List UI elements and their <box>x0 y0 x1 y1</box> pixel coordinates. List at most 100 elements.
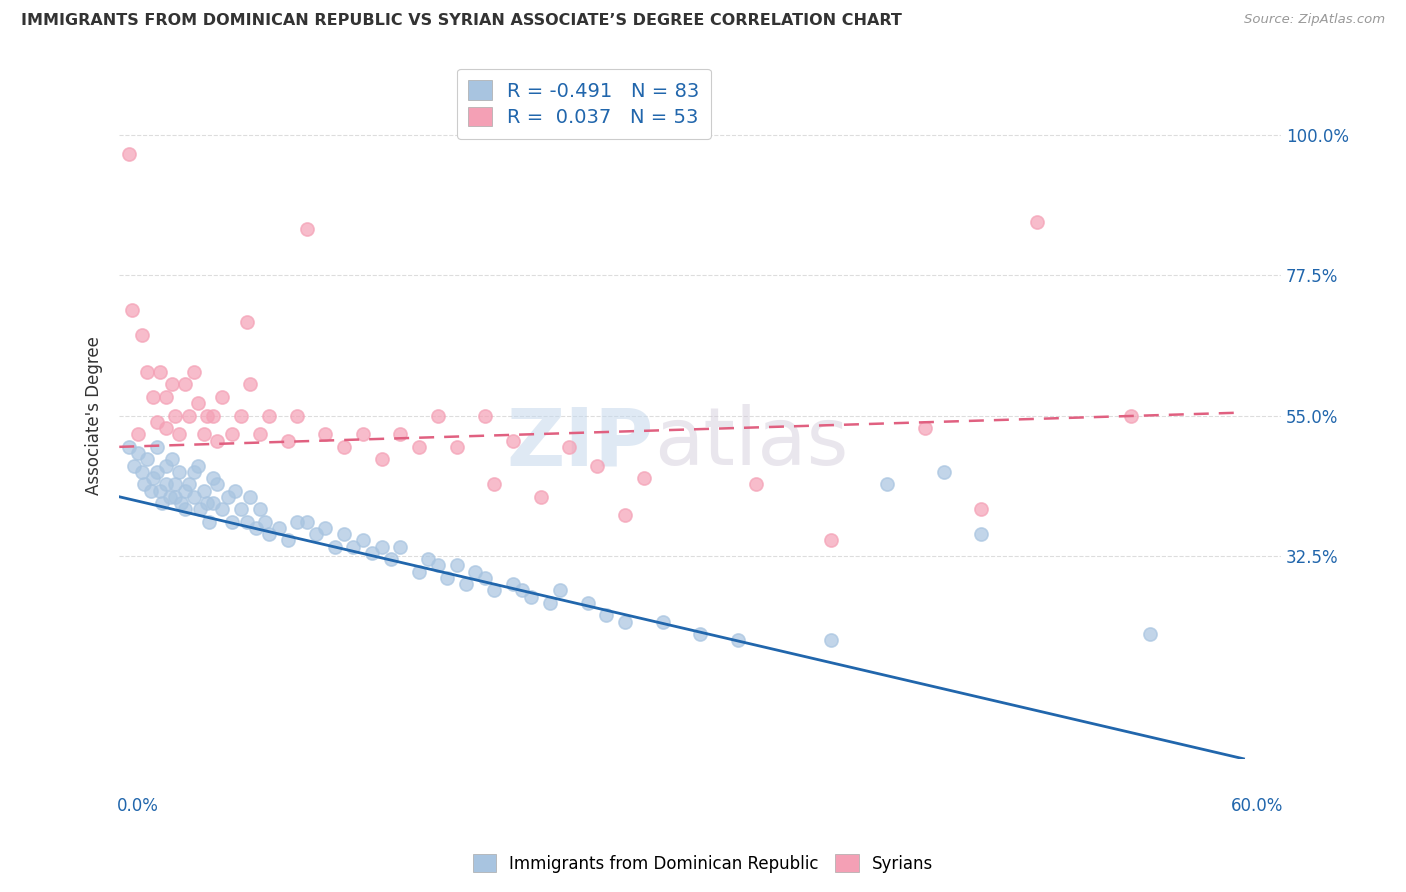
Point <box>239 377 262 392</box>
Point <box>474 409 496 423</box>
Point <box>229 409 252 423</box>
Point <box>183 490 205 504</box>
Point <box>576 596 599 610</box>
Point <box>876 477 898 491</box>
Text: 60.0%: 60.0% <box>1230 797 1284 814</box>
Point <box>173 502 195 516</box>
Point <box>285 409 308 423</box>
Point <box>295 221 318 235</box>
Point <box>145 465 167 479</box>
Point <box>418 552 440 566</box>
Point <box>195 409 218 423</box>
Point <box>970 527 993 541</box>
Point <box>538 596 561 610</box>
Point <box>520 590 543 604</box>
Point <box>614 615 637 629</box>
Point <box>131 327 153 342</box>
Point <box>651 615 673 629</box>
Point <box>136 365 159 379</box>
Point <box>201 496 224 510</box>
Point <box>235 515 257 529</box>
Point <box>201 409 224 423</box>
Point <box>193 483 215 498</box>
Point <box>139 483 162 498</box>
Point <box>257 409 280 423</box>
Point <box>195 496 218 510</box>
Point <box>689 627 711 641</box>
Point <box>221 427 243 442</box>
Point <box>745 477 768 491</box>
Point <box>159 490 181 504</box>
Point <box>1139 627 1161 641</box>
Point <box>914 421 936 435</box>
Point <box>177 409 200 423</box>
Point <box>167 465 190 479</box>
Point <box>820 533 842 548</box>
Point <box>149 483 172 498</box>
Point <box>970 502 993 516</box>
Point <box>614 508 637 523</box>
Point <box>235 315 257 329</box>
Point <box>188 502 211 516</box>
Point <box>314 427 336 442</box>
Text: 0.0%: 0.0% <box>117 797 159 814</box>
Point <box>201 471 224 485</box>
Point <box>211 390 233 404</box>
Text: ZIP: ZIP <box>506 404 654 482</box>
Point <box>198 515 221 529</box>
Point <box>446 440 468 454</box>
Point <box>205 434 228 448</box>
Point <box>132 477 155 491</box>
Point <box>177 477 200 491</box>
Point <box>127 446 149 460</box>
Point <box>389 427 412 442</box>
Point <box>150 496 173 510</box>
Point <box>211 502 233 516</box>
Point <box>558 440 581 454</box>
Point <box>187 396 209 410</box>
Point <box>165 477 187 491</box>
Point <box>149 365 172 379</box>
Point <box>474 571 496 585</box>
Point <box>426 409 449 423</box>
Point <box>333 440 356 454</box>
Point <box>548 583 571 598</box>
Point <box>305 527 328 541</box>
Point <box>173 483 195 498</box>
Point <box>155 390 177 404</box>
Point <box>595 608 617 623</box>
Point <box>249 502 271 516</box>
Point <box>183 365 205 379</box>
Point <box>254 515 277 529</box>
Point <box>1026 215 1049 229</box>
Point <box>502 577 524 591</box>
Point <box>249 427 271 442</box>
Point <box>408 565 430 579</box>
Point <box>155 477 177 491</box>
Y-axis label: Associate's Degree: Associate's Degree <box>86 336 103 495</box>
Point <box>160 452 183 467</box>
Point <box>314 521 336 535</box>
Point <box>295 515 318 529</box>
Point <box>502 434 524 448</box>
Point <box>131 465 153 479</box>
Point <box>446 558 468 573</box>
Point <box>333 527 356 541</box>
Point <box>277 434 299 448</box>
Point <box>482 477 505 491</box>
Point <box>586 458 609 473</box>
Point <box>117 440 139 454</box>
Point <box>142 390 165 404</box>
Point <box>127 427 149 442</box>
Point <box>633 471 655 485</box>
Point <box>267 521 290 535</box>
Point <box>370 540 392 554</box>
Text: Source: ZipAtlas.com: Source: ZipAtlas.com <box>1244 13 1385 27</box>
Point <box>408 440 430 454</box>
Point <box>361 546 384 560</box>
Point <box>510 583 533 598</box>
Point <box>932 465 955 479</box>
Point <box>155 421 177 435</box>
Point <box>370 452 392 467</box>
Point <box>160 377 183 392</box>
